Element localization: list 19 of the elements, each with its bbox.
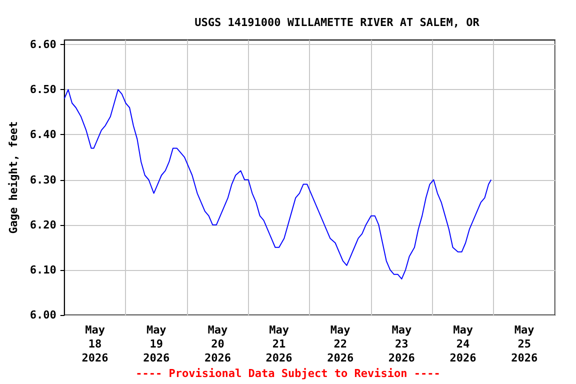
y-tick-label: 6.30 [30, 173, 56, 186]
x-tick-label: May 21 2026 [266, 324, 293, 364]
y-tick-label: 6.40 [30, 128, 56, 142]
y-tick-label: 6.60 [30, 38, 56, 52]
x-tick-label: May 24 2026 [450, 324, 477, 364]
x-tick-label: May 25 2026 [511, 324, 538, 364]
y-axis-title: Gage height, feet [7, 121, 20, 234]
x-tick-label: May 20 2026 [204, 324, 232, 364]
x-tick-label: May 19 2026 [143, 324, 170, 364]
chart-title: USGS 14191000 WILLAMETTE RIVER AT SALEM, OR [194, 16, 480, 29]
y-tick-label: 6.50 [30, 83, 56, 96]
y-tick-label: 6.10 [30, 263, 56, 276]
y-tick-label: 6.20 [30, 218, 56, 232]
x-tick-label: May 23 2026 [388, 324, 416, 364]
line-series [64, 89, 492, 280]
y-tick-label: 6.00 [30, 308, 56, 322]
text: ---- Provisional Data Subject to Revision ---- [136, 367, 440, 380]
x-tick-label: May 18 2026 [82, 324, 109, 364]
x-tick-label: May 22 2026 [327, 324, 354, 364]
